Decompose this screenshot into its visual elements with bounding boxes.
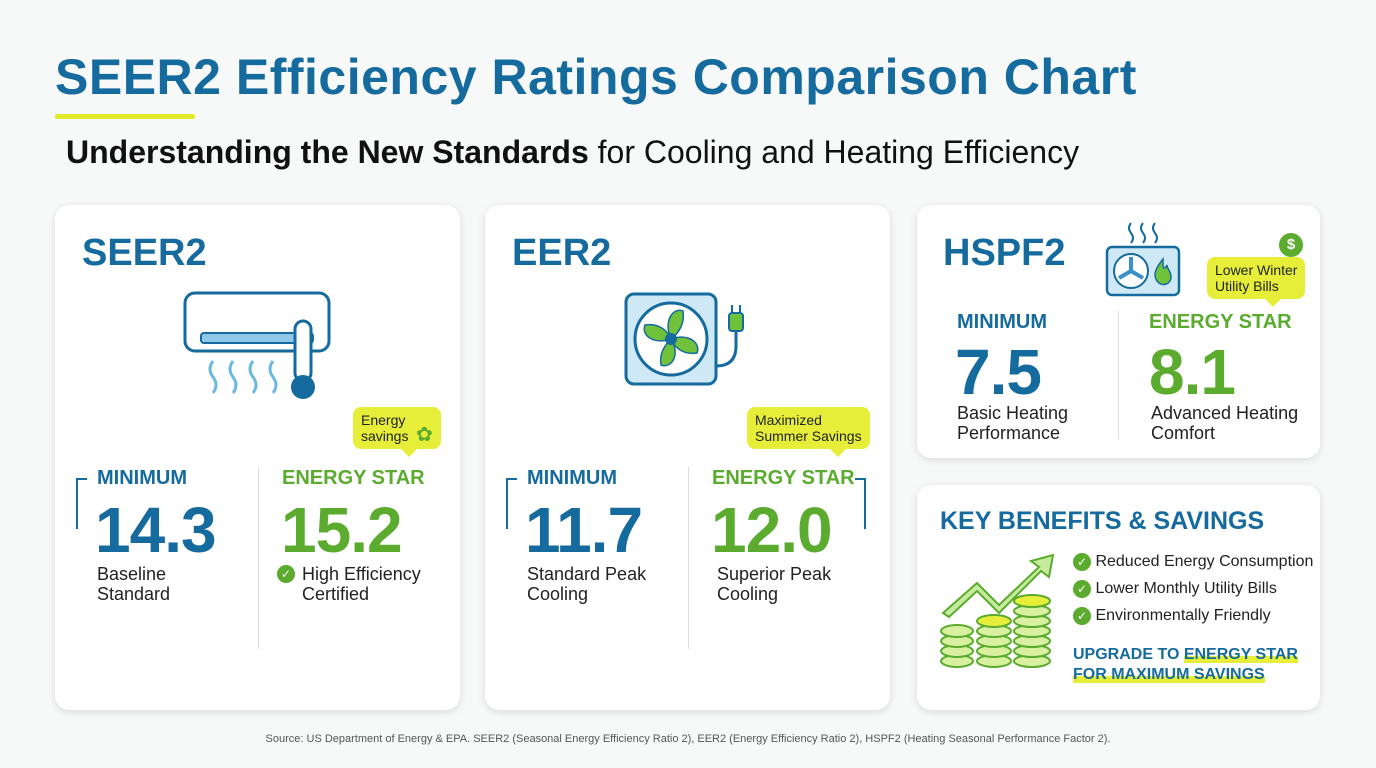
tooltip-text: Utility Bills [1215,278,1279,294]
hspf2-min-desc: Performance [957,423,1061,443]
bracket-icon [76,478,87,529]
seer2-min-desc: Standard [97,584,171,604]
cta-text: UPGRADE TO [1073,646,1184,663]
seer2-star-value: 15.2 [281,494,403,566]
list-item: ✓ Reduced Energy Consumption [1073,553,1313,580]
eer2-star-value: 12.0 [711,494,833,566]
benefit-text: Lower Monthly Utility Bills [1095,580,1277,598]
seer2-tooltip: Energy savings ✿ [353,407,441,457]
tooltip-text: Lower Winter [1215,262,1298,278]
eer2-title: EER2 [512,232,612,274]
eer2-tooltip: Maximized Summer Savings [747,407,870,457]
subtitle-rest: for Cooling and Heating Efficiency [588,134,1080,170]
page-title: SEER2 Efficiency Ratings Comparison Char… [55,49,1137,105]
title-underline [55,114,195,119]
benefit-text: Environmentally Friendly [1095,607,1271,625]
seer2-min-label: MINIMUM [97,467,187,489]
tooltip-text: Maximized [755,412,822,428]
seer2-star-desc: High Efficiency [302,564,421,584]
tooltip-text: Energy savings [361,412,409,444]
hspf2-min-label: MINIMUM [957,311,1047,333]
eer2-star-label: ENERGY STAR [712,467,855,489]
coins-growth-icon [940,553,1054,668]
hspf2-tooltip: Lower Winter Utility Bills [1207,257,1306,307]
seer2-card: SEER2 Energy savings ✿ MINIMUM 14.3 Basel… [55,205,460,710]
benefit-text: Reduced Energy Consumption [1095,553,1314,571]
eer2-min-label: MINIMUM [527,467,617,489]
upgrade-callout: UPGRADE TO ENERGY STAR FOR MAXIMUM SAVIN… [1073,645,1298,685]
eer2-card: EER2 Maximized Summer Savings MINIMUM 11.… [485,205,890,710]
heat-pump-icon [1105,222,1181,297]
eer2-min-desc: Cooling [527,584,589,604]
hspf2-star-desc: Advanced Heating [1151,403,1299,423]
list-item: ✓ Lower Monthly Utility Bills [1073,580,1313,607]
hspf2-star-label: ENERGY STAR [1149,311,1292,333]
eer2-star-desc: Cooling [717,584,779,604]
eer2-star-desc: Superior Peak [717,564,832,584]
dollar-icon: $ [1279,233,1303,257]
hspf2-min-desc: Basic Heating [957,403,1069,423]
seer2-min-value: 14.3 [95,494,217,566]
source-note: Source: US Department of Energy & EPA. S… [265,733,1111,745]
check-icon: ✓ [277,565,295,583]
hspf2-star-desc: Comfort [1151,423,1216,443]
divider [688,467,689,649]
check-icon: ✓ [1073,553,1091,571]
eer2-min-value: 11.7 [525,494,643,566]
leaf-icon: ✿ [416,424,433,446]
check-icon: ✓ [1073,607,1091,625]
hspf2-title: HSPF2 [943,232,1066,274]
hspf2-star-value: 8.1 [1149,336,1236,408]
tooltip-text: Summer Savings [755,428,862,444]
divider [1118,311,1119,439]
air-conditioner-thermometer-icon [183,291,331,399]
hspf2-min-value: 7.5 [955,336,1042,408]
divider [258,467,259,649]
seer2-star-desc: Certified [302,584,370,604]
eer2-min-desc: Standard Peak [527,564,647,584]
cta-highlight: ENERGY STAR [1183,646,1298,663]
benefits-title: KEY BENEFITS & SAVINGS [940,507,1265,535]
hspf2-card: HSPF2 Lower Winter Utility Bills $ MINIMU… [917,205,1320,458]
bracket-icon [506,478,517,529]
seer2-min-desc: Baseline [97,564,167,584]
cta-highlight: FOR MAXIMUM SAVINGS [1073,666,1265,683]
seer2-star-label: ENERGY STAR [282,467,425,489]
subtitle-bold: Understanding the New Standards [66,134,589,170]
page-subtitle: Understanding the New Standards for Cool… [66,134,1079,171]
bracket-icon [855,478,866,529]
check-icon: ✓ [1073,580,1091,598]
benefits-list: ✓ Reduced Energy Consumption ✓ Lower Mon… [1073,553,1313,634]
fan-plug-icon [624,292,744,386]
benefits-card: KEY BENEFITS & SAVINGS ✓ Reduced Energy … [917,485,1320,710]
list-item: ✓ Environmentally Friendly [1073,607,1313,634]
seer2-title: SEER2 [82,232,207,274]
